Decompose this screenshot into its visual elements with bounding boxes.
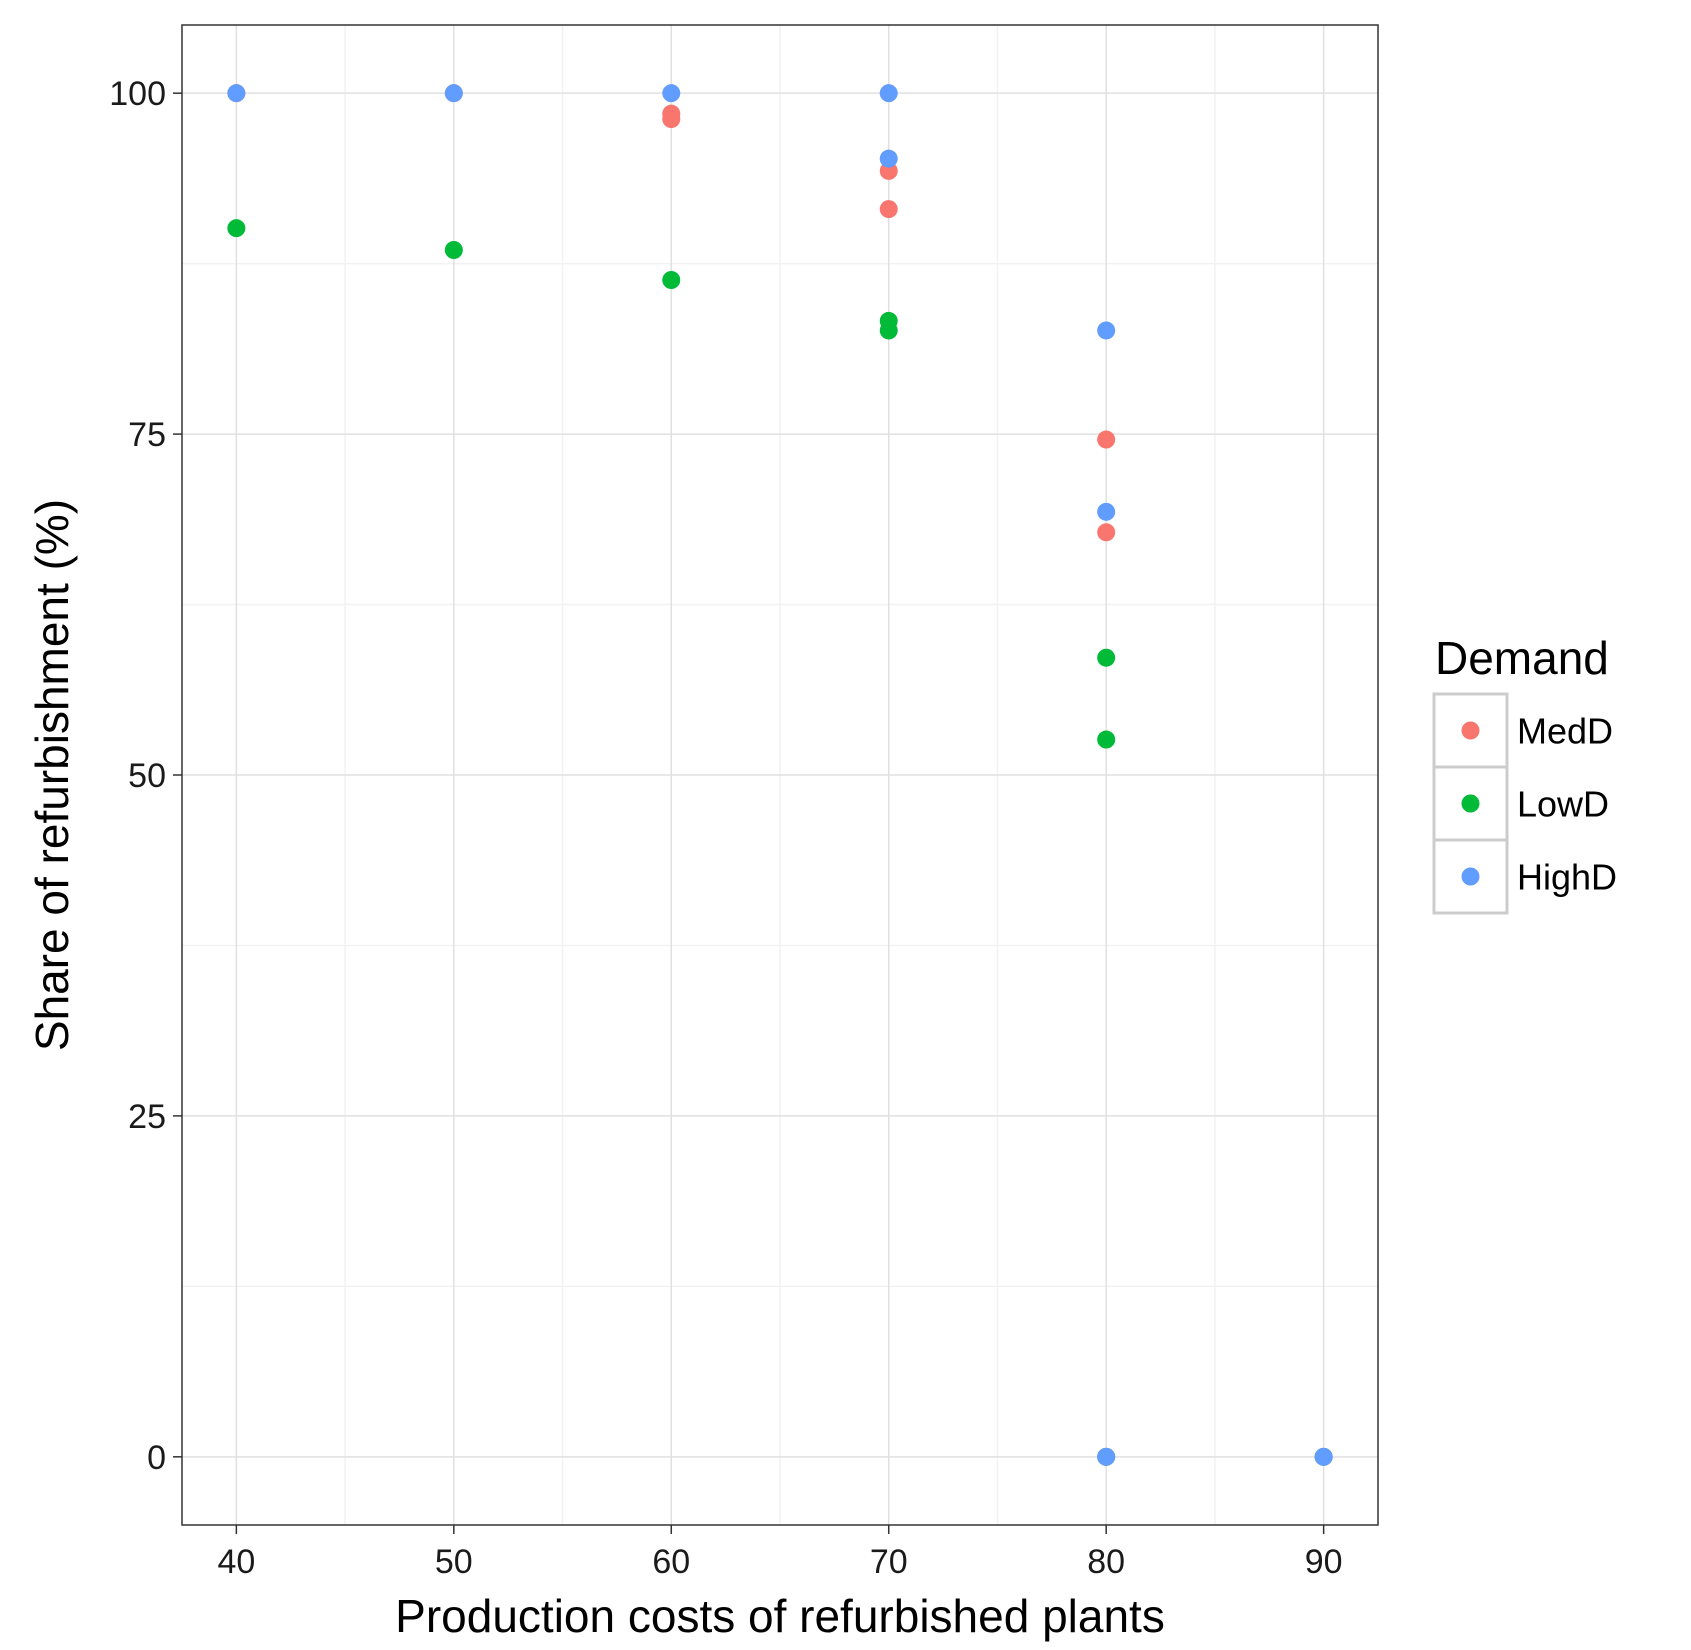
legend-title: Demand	[1435, 632, 1609, 684]
legend-items: MedD LowD HighD	[1432, 692, 1617, 915]
legend-label-lowd: LowD	[1517, 784, 1609, 825]
legend-label-medd: MedD	[1517, 711, 1613, 752]
legend-marker-highd	[1461, 867, 1480, 886]
data-point-lowd	[1097, 648, 1116, 667]
data-point-highd	[662, 84, 681, 103]
data-point-highd	[444, 84, 463, 103]
y-axis-title: Share of refurbishment (%)	[26, 499, 78, 1051]
data-point-medd	[879, 200, 898, 219]
legend-marker-medd	[1461, 721, 1480, 740]
data-point-highd	[1097, 321, 1116, 340]
major-gridlines	[182, 25, 1378, 1525]
data-point-highd	[1314, 1447, 1333, 1466]
data-point-medd	[1097, 523, 1116, 542]
y-tick-label: 50	[128, 757, 166, 795]
data-point-highd	[227, 84, 246, 103]
data-point-highd	[879, 84, 898, 103]
data-point-lowd	[662, 271, 681, 289]
x-tick-label: 80	[1087, 1543, 1125, 1581]
x-tick-label: 90	[1305, 1543, 1343, 1581]
x-axis-title: Production costs of refurbished plants	[395, 1590, 1165, 1642]
y-tick-label: 25	[128, 1098, 166, 1136]
data-point-lowd	[879, 321, 898, 340]
x-tick-label: 50	[435, 1543, 473, 1581]
data-point-highd	[879, 149, 898, 168]
data-points	[227, 84, 1333, 1466]
data-point-highd	[1097, 1447, 1116, 1466]
data-point-highd	[1097, 502, 1116, 521]
y-tick-label: 100	[109, 75, 166, 113]
x-tick-label: 60	[652, 1543, 690, 1581]
x-axis: 40 50 60 70 80 90	[217, 1525, 1343, 1581]
y-tick-label: 75	[128, 416, 166, 454]
y-axis: 0 25 50 75 100	[109, 75, 182, 1477]
legend-marker-lowd	[1461, 794, 1480, 813]
legend-label-highd: HighD	[1517, 857, 1617, 898]
data-point-lowd	[227, 219, 246, 238]
data-point-medd	[1097, 430, 1116, 449]
data-point-medd	[662, 110, 681, 129]
data-point-lowd	[444, 241, 463, 259]
data-point-lowd	[1097, 730, 1116, 749]
y-tick-label: 0	[147, 1439, 166, 1477]
legend: Demand MedD LowD HighD	[1432, 632, 1617, 915]
x-tick-label: 70	[870, 1543, 908, 1581]
x-tick-label: 40	[217, 1543, 255, 1581]
